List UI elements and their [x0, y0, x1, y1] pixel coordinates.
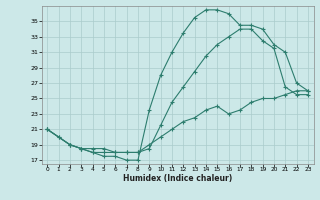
- X-axis label: Humidex (Indice chaleur): Humidex (Indice chaleur): [123, 174, 232, 183]
